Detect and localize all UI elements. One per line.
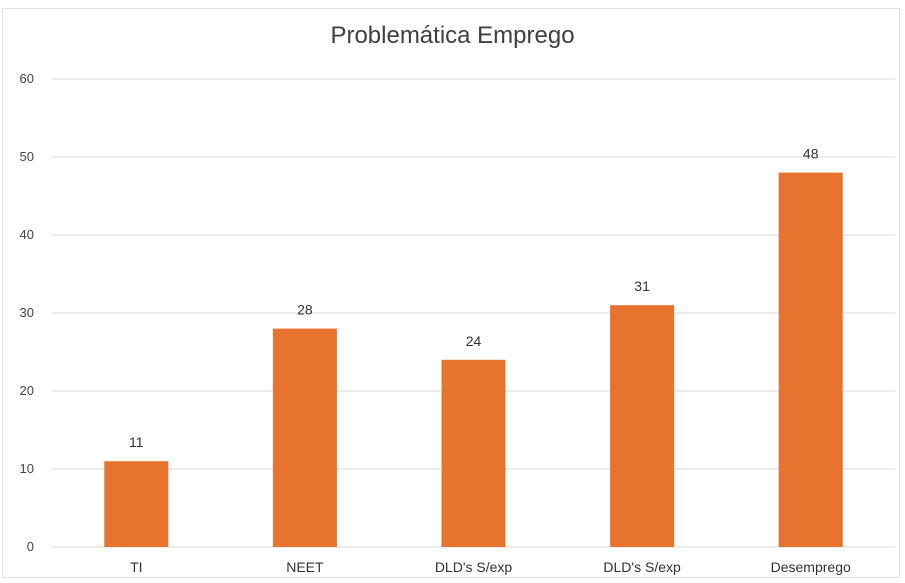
x-category-label-4: Desemprego: [771, 559, 851, 575]
bar-1: [272, 328, 337, 547]
bar-3: [610, 305, 675, 547]
data-label-3: 31: [634, 278, 650, 294]
chart-title: Problemática Emprego: [330, 22, 575, 49]
data-label-4: 48: [803, 146, 819, 162]
bars: 11 28 24 31 48: [104, 146, 843, 547]
data-label-2: 24: [466, 333, 482, 349]
bar-2: [441, 359, 506, 547]
x-axis: TI NEET DLD's S/exp DLD's S/exp Desemprego: [130, 559, 851, 575]
y-tick-label: 20: [20, 383, 34, 398]
x-category-label-1: NEET: [286, 559, 324, 575]
y-axis: 0 10 20 30 40 50 60: [20, 71, 34, 554]
x-category-label-0: TI: [130, 559, 142, 575]
y-tick-label: 40: [20, 227, 34, 242]
y-tick-label: 50: [20, 149, 34, 164]
y-tick-label: 30: [20, 305, 34, 320]
y-tick-label: 0: [27, 539, 34, 554]
x-category-label-2: DLD's S/exp: [435, 559, 513, 575]
bar-0: [104, 461, 169, 547]
bar-4: [778, 172, 843, 547]
x-category-label-3: DLD's S/exp: [603, 559, 681, 575]
data-label-1: 28: [297, 302, 313, 318]
y-tick-label: 60: [20, 71, 34, 86]
y-tick-label: 10: [20, 461, 34, 476]
data-label-0: 11: [129, 434, 144, 450]
